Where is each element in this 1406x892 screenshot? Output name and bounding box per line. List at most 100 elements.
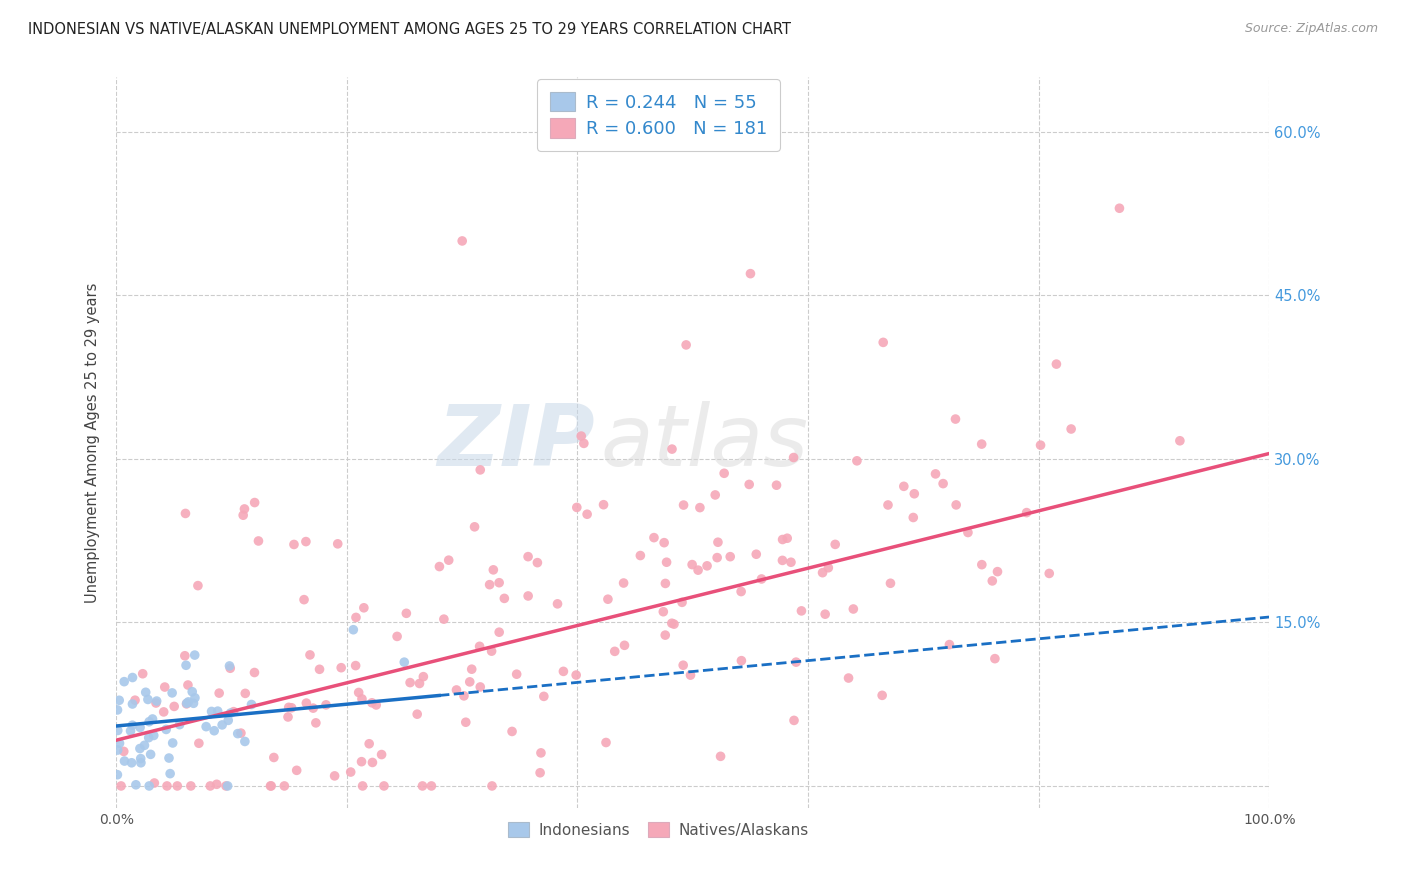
Point: [142, 729, 165, 743]
Point: [302, 701, 325, 715]
Point: [347, 685, 370, 699]
Point: [707, 535, 730, 549]
Point: [468, 640, 491, 654]
Point: [169, 717, 191, 731]
Point: [183, 696, 205, 710]
Point: [129, 751, 152, 765]
Point: [180, 779, 202, 793]
Point: [184, 690, 207, 705]
Point: [156, 779, 179, 793]
Point: [533, 690, 555, 704]
Point: [344, 658, 367, 673]
Point: [260, 779, 283, 793]
Point: [704, 488, 727, 502]
Point: [176, 696, 198, 710]
Point: [200, 779, 222, 793]
Point: [205, 777, 228, 791]
Point: [211, 718, 233, 732]
Point: [433, 612, 456, 626]
Point: [984, 651, 1007, 665]
Point: [323, 769, 346, 783]
Point: [166, 779, 188, 793]
Point: [945, 498, 967, 512]
Point: [903, 510, 925, 524]
Point: [706, 550, 728, 565]
Point: [370, 747, 392, 762]
Point: [121, 756, 143, 770]
Point: [330, 661, 353, 675]
Point: [478, 577, 501, 591]
Point: [924, 467, 946, 481]
Point: [576, 507, 599, 521]
Point: [529, 765, 551, 780]
Point: [437, 553, 460, 567]
Point: [1060, 422, 1083, 436]
Point: [613, 576, 636, 591]
Point: [107, 743, 129, 757]
Point: [530, 746, 553, 760]
Point: [655, 555, 678, 569]
Point: [162, 736, 184, 750]
Point: [295, 534, 318, 549]
Point: [353, 600, 375, 615]
Point: [177, 678, 200, 692]
Point: [361, 756, 384, 770]
Point: [350, 755, 373, 769]
Point: [505, 667, 527, 681]
Point: [738, 477, 761, 491]
Point: [765, 478, 787, 492]
Point: [945, 412, 967, 426]
Point: [628, 549, 651, 563]
Point: [217, 714, 239, 728]
Point: [661, 616, 683, 631]
Point: [243, 495, 266, 509]
Point: [553, 665, 575, 679]
Point: [359, 737, 381, 751]
Point: [970, 437, 993, 451]
Point: [112, 744, 135, 758]
Point: [121, 671, 143, 685]
Point: [981, 574, 1004, 588]
Point: [385, 629, 408, 643]
Point: [740, 267, 762, 281]
Point: [145, 696, 167, 710]
Point: [814, 607, 837, 622]
Point: [399, 675, 422, 690]
Point: [107, 703, 129, 717]
Point: [870, 689, 893, 703]
Point: [373, 779, 395, 793]
Point: [222, 705, 245, 719]
Point: [838, 671, 860, 685]
Point: [470, 463, 492, 477]
Point: [280, 700, 302, 714]
Point: [672, 498, 695, 512]
Point: [461, 662, 484, 676]
Point: [845, 454, 868, 468]
Point: [232, 508, 254, 523]
Point: [202, 723, 225, 738]
Point: [134, 739, 156, 753]
Point: [1045, 357, 1067, 371]
Point: [152, 705, 174, 719]
Point: [817, 561, 839, 575]
Point: [730, 584, 752, 599]
Point: [305, 715, 328, 730]
Y-axis label: Unemployment Among Ages 25 to 29 years: Unemployment Among Ages 25 to 29 years: [86, 283, 100, 603]
Point: [824, 537, 846, 551]
Point: [662, 617, 685, 632]
Point: [121, 697, 143, 711]
Point: [879, 576, 901, 591]
Point: [155, 723, 177, 737]
Text: Source: ZipAtlas.com: Source: ZipAtlas.com: [1244, 22, 1378, 36]
Point: [283, 537, 305, 551]
Point: [129, 756, 152, 770]
Point: [342, 623, 364, 637]
Point: [470, 680, 492, 694]
Point: [526, 556, 548, 570]
Point: [652, 605, 675, 619]
Point: [517, 549, 540, 564]
Point: [315, 698, 337, 712]
Point: [565, 500, 588, 515]
Point: [107, 723, 129, 738]
Point: [187, 579, 209, 593]
